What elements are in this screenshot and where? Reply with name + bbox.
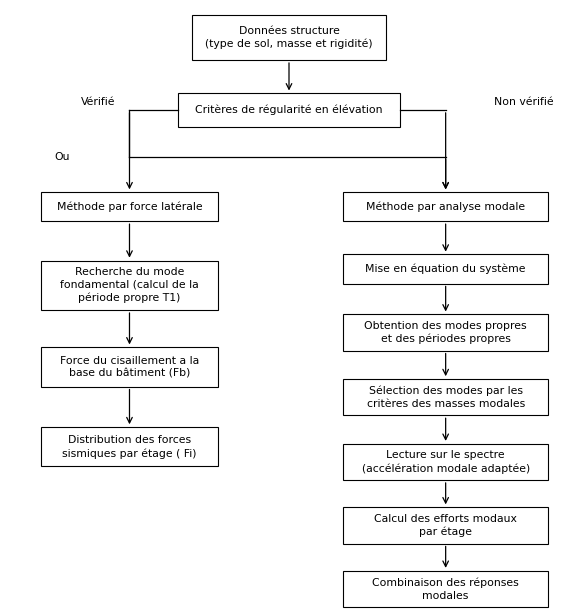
FancyBboxPatch shape	[178, 93, 400, 127]
Text: Vérifié: Vérifié	[81, 97, 116, 107]
FancyBboxPatch shape	[343, 571, 548, 607]
Text: Combinaison des réponses
modales: Combinaison des réponses modales	[372, 577, 519, 601]
Text: Sélection des modes par les
critères des masses modales: Sélection des modes par les critères des…	[366, 386, 525, 409]
FancyBboxPatch shape	[41, 261, 218, 310]
Text: Recherche du mode
fondamental (calcul de la
période propre T1): Recherche du mode fondamental (calcul de…	[60, 267, 199, 303]
FancyBboxPatch shape	[343, 379, 548, 416]
Text: Mise en équation du système: Mise en équation du système	[365, 264, 526, 274]
Text: Non vérifié: Non vérifié	[494, 97, 554, 107]
Text: Force du cisaillement a la
base du bâtiment (Fb): Force du cisaillement a la base du bâtim…	[60, 356, 199, 378]
Text: Ou: Ou	[54, 151, 70, 162]
Text: Méthode par analyse modale: Méthode par analyse modale	[366, 202, 525, 212]
Text: Critères de régularité en élévation: Critères de régularité en élévation	[195, 105, 383, 115]
FancyBboxPatch shape	[343, 314, 548, 351]
FancyBboxPatch shape	[41, 192, 218, 221]
FancyBboxPatch shape	[343, 254, 548, 284]
Text: Distribution des forces
sismiques par étage ( Fi): Distribution des forces sismiques par ét…	[62, 435, 197, 459]
FancyBboxPatch shape	[192, 15, 386, 60]
Text: Lecture sur le spectre
(accélération modale adaptée): Lecture sur le spectre (accélération mod…	[361, 450, 530, 474]
Text: Données structure
(type de sol, masse et rigidité): Données structure (type de sol, masse et…	[205, 26, 373, 49]
FancyBboxPatch shape	[343, 192, 548, 221]
Text: Méthode par force latérale: Méthode par force latérale	[57, 202, 202, 212]
FancyBboxPatch shape	[41, 427, 218, 466]
FancyBboxPatch shape	[343, 507, 548, 544]
FancyBboxPatch shape	[41, 348, 218, 387]
Text: Obtention des modes propres
et des périodes propres: Obtention des modes propres et des pério…	[364, 321, 527, 345]
Text: Calcul des efforts modaux
par étage: Calcul des efforts modaux par étage	[374, 514, 517, 537]
FancyBboxPatch shape	[343, 444, 548, 480]
